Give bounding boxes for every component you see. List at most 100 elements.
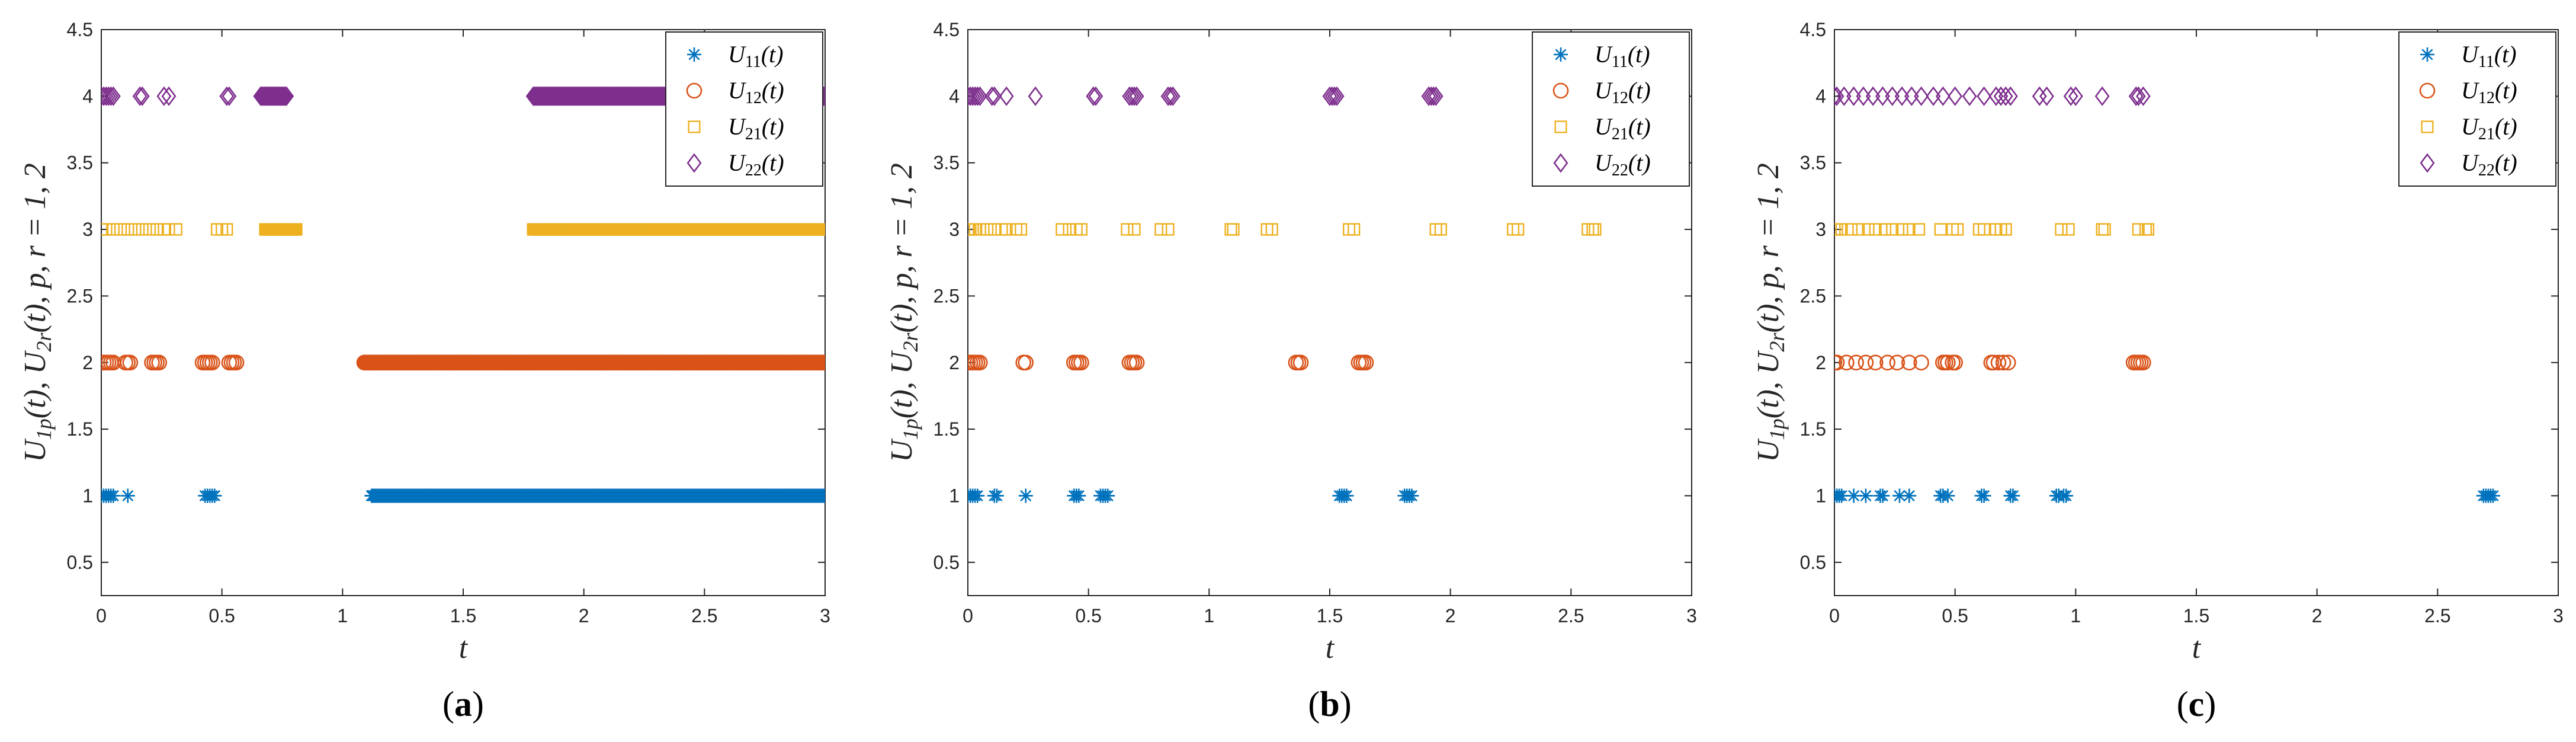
legend-marker-U22	[2420, 153, 2435, 173]
data-point-U22	[103, 86, 118, 106]
data-point-U12	[1889, 354, 1905, 371]
data-point-U21	[1951, 223, 1964, 236]
data-point-U21	[1162, 223, 1175, 236]
data-point-U21	[1128, 223, 1141, 236]
data-point-U22	[1086, 86, 1101, 106]
data-point-U22	[1926, 86, 1941, 106]
data-point-U22	[1914, 86, 1929, 106]
data-point-U12	[1940, 354, 1956, 371]
data-point-U21	[981, 223, 994, 236]
x-tick-label: 1.5	[450, 605, 476, 626]
data-point-U12	[2000, 354, 2016, 371]
data-point-U11	[818, 488, 825, 503]
x-tick-label: 1	[2070, 605, 2081, 626]
legend-label-U21: U21(t)	[1595, 113, 1651, 143]
data-point-U22	[1127, 86, 1142, 106]
data-point-U12	[1292, 354, 1309, 371]
data-point-U22	[2063, 86, 2078, 106]
data-point-U21	[1512, 223, 1525, 236]
data-point-U22	[156, 86, 172, 106]
data-point-U22	[1836, 86, 1852, 106]
x-tick-label: 1	[337, 605, 348, 626]
subplot-c: 0 0.5 1 1.5 2 2.5 3 0.5 1 1.5 2 2.5 3 3.5 4 4.5 t U1p(t),…	[1751, 19, 2564, 724]
legend-marker-U12	[1552, 82, 1569, 99]
data-point-U22	[1324, 86, 1340, 106]
data-point-U22	[1962, 86, 1977, 106]
data-point-U21	[2055, 223, 2068, 236]
y-tick-label: 1.5	[1800, 418, 1826, 440]
data-point-U22	[2135, 86, 2151, 106]
y-tick-label: 1	[82, 485, 93, 506]
data-point-U12	[122, 354, 139, 371]
legend-label-U21: U21(t)	[728, 113, 784, 143]
data-point-U22	[101, 86, 111, 106]
legend-marker-U21	[1554, 120, 1567, 133]
data-point-U21	[1869, 223, 1882, 236]
data-point-U21	[1835, 223, 1848, 236]
data-point-U21	[150, 223, 163, 236]
x-tick-label: 2.5	[1558, 605, 1584, 626]
legend-label-U12: U12(t)	[728, 77, 784, 107]
y-tick-label: 0.5	[1800, 552, 1826, 573]
data-point-U11	[1902, 488, 1917, 503]
legend-marker-U12	[686, 82, 702, 99]
data-point-U21	[101, 223, 113, 236]
data-point-U22	[1988, 86, 2004, 106]
y-tick-label: 3.5	[1800, 152, 1826, 174]
data-point-U22	[2039, 86, 2054, 106]
legend-marker-U21	[2421, 120, 2434, 133]
subplot-b: 0 0.5 1 1.5 2 2.5 3 0.5 1 1.5 2 2.5 3 3.5 4 4.5 t U1p(t),…	[885, 19, 1697, 724]
data-point-U22	[1894, 86, 1910, 106]
data-point-U12	[1839, 354, 1855, 371]
data-point-U22	[1856, 86, 1871, 106]
data-point-U22	[2003, 86, 2018, 106]
data-point-U11	[1339, 488, 1354, 503]
data-point-U22	[1948, 86, 1963, 106]
x-axis-label: t	[1326, 631, 1335, 665]
legend-label-U22: U22(t)	[1595, 149, 1651, 180]
data-point-U11	[1072, 488, 1086, 503]
legend: U11(t) U12(t) U21(t) U22(t)	[2398, 31, 2556, 187]
data-point-U21	[1834, 223, 1841, 236]
data-point-U12	[1834, 354, 1843, 371]
data-point-U21	[220, 223, 233, 236]
data-point-U22	[101, 86, 109, 106]
data-point-U22	[987, 86, 1002, 106]
data-point-U22	[278, 86, 293, 106]
data-point-U12	[1073, 354, 1089, 371]
y-axis-label: U1p(t), U2r(t), p, r = 1, 2	[885, 163, 922, 462]
legend-label-U11: U11(t)	[1595, 41, 1650, 71]
data-point-U22	[968, 86, 980, 106]
data-point-U22	[1160, 86, 1176, 106]
data-point-U22	[1935, 86, 1951, 106]
data-point-U21	[1862, 223, 1875, 236]
x-tick-label: 0.5	[208, 605, 235, 626]
subplot-label: (b)	[1308, 685, 1351, 724]
data-point-U12	[204, 354, 220, 371]
y-tick-label: 1.5	[933, 418, 960, 440]
data-point-U21	[2062, 223, 2075, 236]
data-point-U11	[989, 488, 1004, 503]
data-point-U21	[1852, 223, 1865, 236]
y-tick-label: 2.5	[933, 285, 960, 306]
data-point-U21	[169, 223, 182, 236]
data-point-U11	[2059, 488, 2074, 503]
data-point-U22	[1163, 86, 1178, 106]
legend-label-U11: U11(t)	[728, 41, 784, 71]
data-point-U22	[999, 86, 1014, 106]
data-point-U22	[101, 86, 114, 106]
data-point-U21	[818, 223, 825, 236]
data-point-U12	[1947, 354, 1963, 371]
legend-marker-U22	[686, 153, 702, 173]
data-point-U22	[272, 86, 287, 106]
data-point-U22	[132, 86, 147, 106]
data-point-U22	[1885, 86, 1900, 106]
data-point-U12	[1128, 354, 1145, 371]
data-point-U22	[2128, 86, 2144, 106]
data-point-U22	[1421, 86, 1436, 106]
legend-marker-U11	[687, 47, 701, 62]
legend-marker-U11	[1554, 47, 1568, 62]
data-point-U11	[207, 488, 222, 503]
data-point-U11	[1977, 488, 1991, 503]
